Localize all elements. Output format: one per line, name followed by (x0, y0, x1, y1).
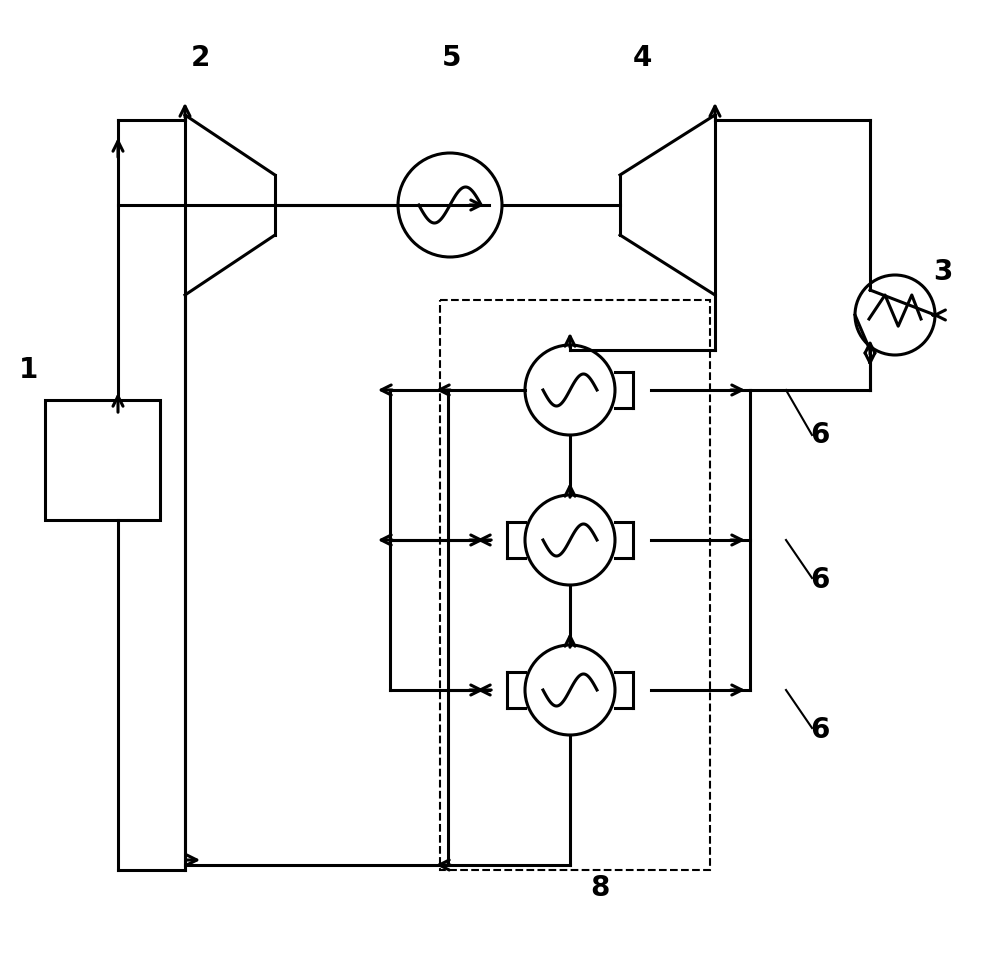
Text: 1: 1 (18, 356, 38, 384)
Text: 8: 8 (590, 874, 610, 902)
Text: 5: 5 (442, 44, 462, 72)
Text: 4: 4 (632, 44, 652, 72)
Text: 6: 6 (810, 716, 830, 744)
Text: 6: 6 (810, 566, 830, 594)
Text: 3: 3 (933, 258, 953, 286)
Bar (45, 400, 160, 520)
Text: 2: 2 (190, 44, 210, 72)
Bar (440, 300, 710, 870)
Text: 6: 6 (810, 421, 830, 449)
